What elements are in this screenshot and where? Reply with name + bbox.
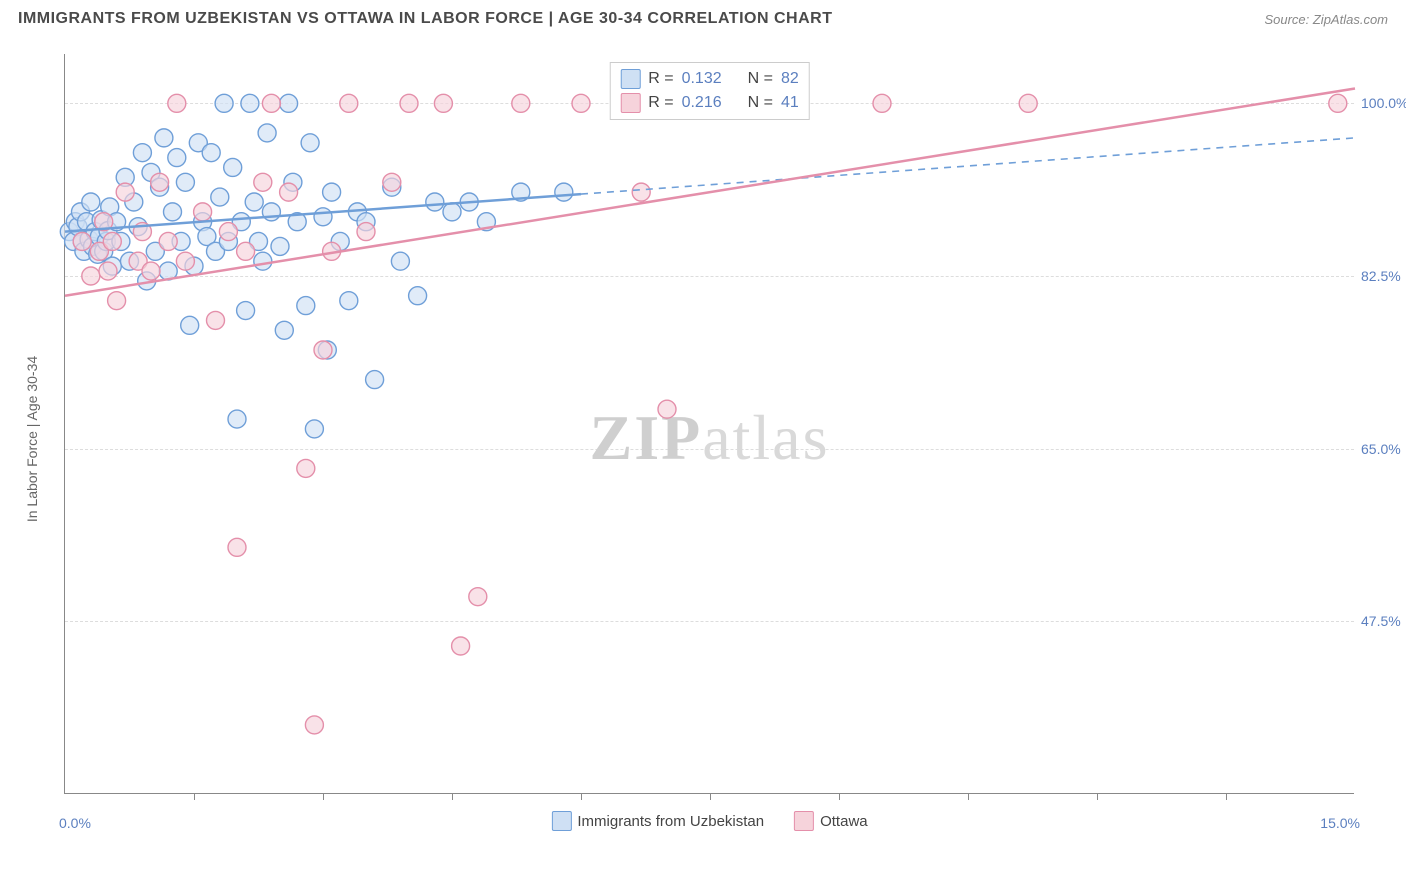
- stats-legend: R = 0.132 N = 82 R = 0.216 N = 41: [609, 62, 810, 120]
- x-tick: [323, 793, 324, 800]
- x-tick: [194, 793, 195, 800]
- x-min-label: 0.0%: [59, 815, 91, 831]
- r-label: R =: [648, 70, 673, 88]
- legend-swatch-icon: [620, 69, 640, 89]
- x-max-label: 15.0%: [1320, 815, 1360, 831]
- x-tick: [452, 793, 453, 800]
- x-tick: [1097, 793, 1098, 800]
- series-legend-item: Immigrants from Uzbekistan: [551, 811, 764, 831]
- trend-line-extrapolated: [581, 138, 1355, 194]
- x-tick: [581, 793, 582, 800]
- y-tick-label: 47.5%: [1361, 613, 1406, 629]
- x-tick: [1226, 793, 1227, 800]
- chart-container: In Labor Force | Age 30-34 ZIPatlas R = …: [40, 44, 1390, 834]
- y-tick-label: 65.0%: [1361, 441, 1406, 457]
- stats-legend-row: R = 0.216 N = 41: [620, 91, 799, 115]
- legend-swatch-icon: [551, 811, 571, 831]
- n-value: 82: [781, 70, 799, 88]
- r-label: R =: [648, 94, 673, 112]
- n-value: 41: [781, 94, 799, 112]
- y-axis-label: In Labor Force | Age 30-34: [24, 356, 40, 522]
- r-value: 0.216: [682, 94, 722, 112]
- y-tick-label: 82.5%: [1361, 268, 1406, 284]
- x-tick: [839, 793, 840, 800]
- series-name: Immigrants from Uzbekistan: [577, 813, 764, 830]
- legend-swatch-icon: [620, 93, 640, 113]
- series-legend-item: Ottawa: [794, 811, 868, 831]
- series-name: Ottawa: [820, 813, 868, 830]
- stats-legend-row: R = 0.132 N = 82: [620, 67, 799, 91]
- n-label: N =: [748, 94, 773, 112]
- legend-swatch-icon: [794, 811, 814, 831]
- r-value: 0.132: [682, 70, 722, 88]
- x-tick: [968, 793, 969, 800]
- trend-lines-layer: [65, 54, 1354, 793]
- scatter-plot: ZIPatlas R = 0.132 N = 82 R = 0.216 N = …: [64, 54, 1354, 794]
- chart-title: IMMIGRANTS FROM UZBEKISTAN VS OTTAWA IN …: [18, 10, 832, 28]
- series-legend: Immigrants from Uzbekistan Ottawa: [551, 811, 867, 831]
- source-attribution: Source: ZipAtlas.com: [1264, 12, 1388, 27]
- x-tick: [710, 793, 711, 800]
- n-label: N =: [748, 70, 773, 88]
- y-tick-label: 100.0%: [1361, 95, 1406, 111]
